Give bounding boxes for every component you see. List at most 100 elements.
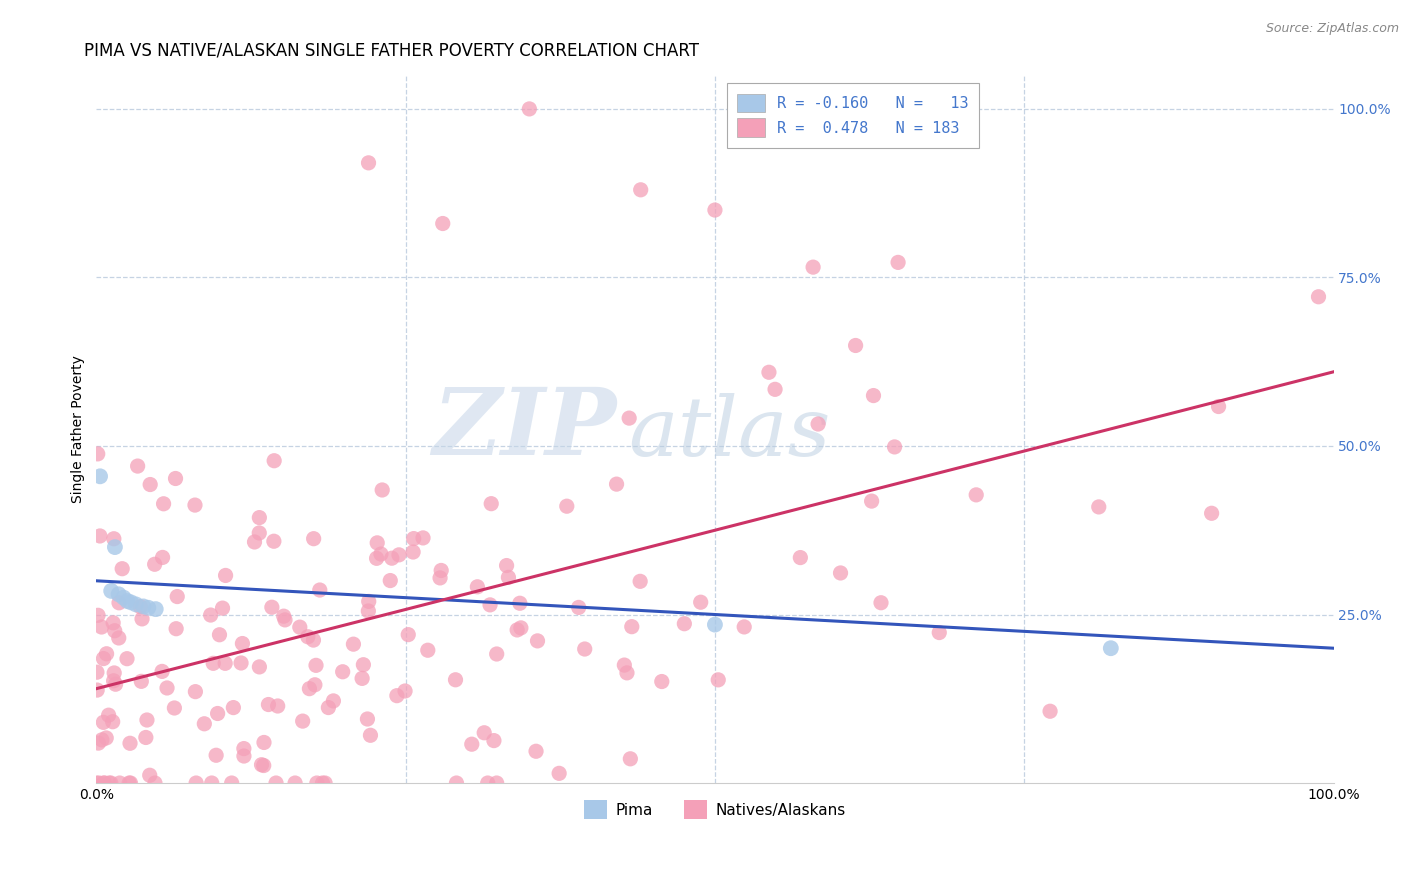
Point: [304, 678, 326, 692]
Point: [305, 776, 328, 790]
Point: [143, 558, 166, 572]
Point: [461, 737, 484, 751]
Point: [396, 627, 419, 641]
Point: [548, 766, 571, 780]
Point: [965, 488, 987, 502]
Point: [136, 600, 159, 615]
Point: [93, 776, 115, 790]
Point: [136, 713, 159, 727]
Point: [229, 656, 252, 670]
Point: [509, 621, 531, 635]
Point: [845, 338, 868, 352]
Point: [1308, 290, 1330, 304]
Point: [388, 548, 411, 562]
Point: [359, 728, 381, 742]
Point: [108, 776, 131, 790]
Point: [308, 582, 330, 597]
Point: [243, 535, 266, 549]
Point: [103, 532, 125, 546]
Point: [107, 587, 129, 601]
Point: [207, 706, 229, 721]
Point: [472, 725, 495, 739]
Point: [883, 440, 905, 454]
Point: [366, 536, 388, 550]
Point: [620, 620, 643, 634]
Point: [214, 568, 236, 582]
Point: [479, 598, 502, 612]
Point: [273, 609, 295, 624]
Point: [628, 574, 651, 589]
Point: [430, 564, 453, 578]
Point: [526, 633, 548, 648]
Point: [89, 529, 111, 543]
Point: [416, 643, 439, 657]
Point: [267, 698, 290, 713]
Point: [870, 596, 893, 610]
Point: [166, 590, 188, 604]
Point: [284, 776, 307, 790]
Point: [96, 731, 118, 745]
Point: [342, 637, 364, 651]
Point: [509, 596, 531, 610]
Point: [322, 694, 344, 708]
Point: [101, 615, 124, 630]
Point: [506, 623, 529, 637]
Point: [184, 498, 207, 512]
Point: [1208, 400, 1230, 414]
Point: [104, 677, 127, 691]
Point: [707, 673, 730, 687]
Point: [801, 260, 824, 274]
Point: [87, 608, 110, 623]
Point: [186, 776, 208, 790]
Point: [789, 550, 811, 565]
Point: [1039, 704, 1062, 718]
Point: [394, 684, 416, 698]
Point: [90, 732, 112, 747]
Point: [156, 681, 179, 695]
Point: [86, 665, 108, 680]
Point: [107, 631, 129, 645]
Point: [87, 776, 110, 790]
Point: [356, 712, 378, 726]
Text: PIMA VS NATIVE/ALASKAN SINGLE FATHER POVERTY CORRELATION CHART: PIMA VS NATIVE/ALASKAN SINGLE FATHER POV…: [84, 42, 699, 60]
Point: [150, 665, 173, 679]
Point: [498, 570, 520, 584]
Point: [517, 102, 540, 116]
Point: [165, 471, 187, 485]
Point: [357, 604, 380, 618]
Point: [432, 217, 454, 231]
Point: [479, 497, 502, 511]
Point: [619, 752, 641, 766]
Point: [555, 499, 578, 513]
Point: [703, 202, 725, 217]
Point: [86, 776, 108, 790]
Point: [380, 574, 402, 588]
Point: [120, 776, 142, 790]
Point: [606, 477, 628, 491]
Point: [673, 616, 696, 631]
Point: [253, 735, 276, 749]
Point: [495, 558, 517, 573]
Point: [214, 657, 236, 671]
Point: [152, 550, 174, 565]
Point: [402, 545, 425, 559]
Point: [314, 776, 336, 790]
Point: [485, 647, 508, 661]
Point: [250, 757, 273, 772]
Point: [165, 622, 187, 636]
Point: [211, 601, 233, 615]
Point: [887, 255, 910, 269]
Text: ZIP: ZIP: [432, 384, 616, 475]
Point: [127, 459, 149, 474]
Point: [302, 532, 325, 546]
Point: [366, 551, 388, 566]
Point: [89, 469, 111, 483]
Point: [263, 454, 285, 468]
Point: [131, 612, 153, 626]
Point: [103, 673, 125, 688]
Point: [201, 776, 224, 790]
Point: [112, 591, 135, 605]
Point: [630, 183, 652, 197]
Point: [87, 447, 110, 461]
Point: [104, 624, 127, 638]
